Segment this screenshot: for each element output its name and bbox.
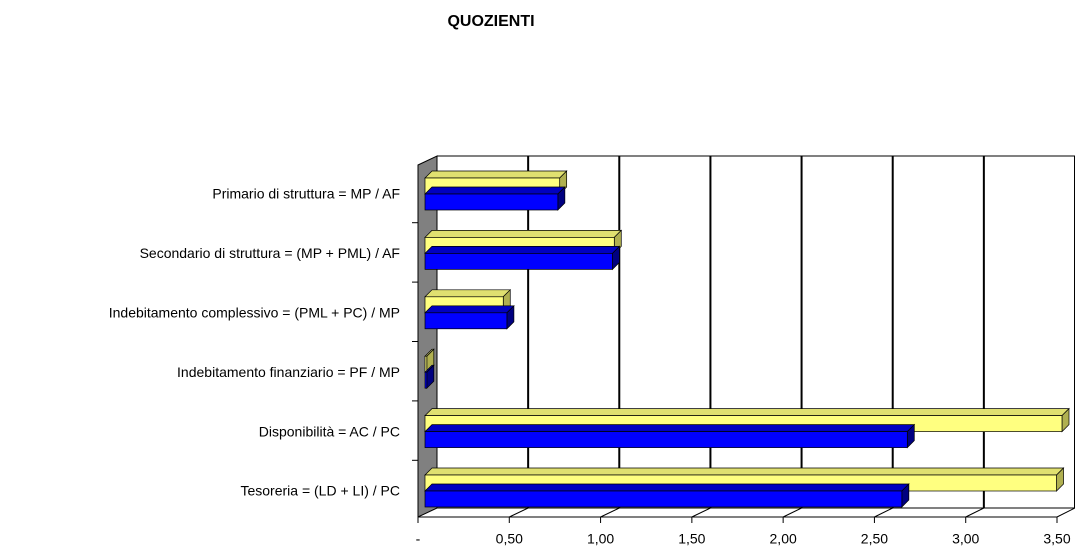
category-label: Indebitamento complessivo = (PML + PC) /… bbox=[109, 305, 400, 321]
grid-floor bbox=[509, 507, 529, 518]
bar-top bbox=[424, 483, 910, 492]
bar-top bbox=[424, 289, 512, 298]
x-tick-label: 3,00 bbox=[952, 531, 979, 547]
bar bbox=[424, 431, 908, 448]
x-tick-label: 0,50 bbox=[496, 531, 523, 547]
category-label: Tesoreria = (LD + LI) / PC bbox=[240, 483, 400, 499]
grid-floor bbox=[1056, 507, 1075, 518]
bar-top bbox=[424, 170, 568, 179]
bar bbox=[424, 490, 903, 508]
grid-floor bbox=[965, 507, 985, 518]
bar-top bbox=[424, 424, 916, 432]
chart-title: QUOZIENTI bbox=[447, 13, 534, 30]
bar bbox=[424, 193, 559, 211]
grid-floor bbox=[874, 507, 893, 518]
x-tick-label: 3,50 bbox=[1043, 531, 1070, 547]
bar bbox=[424, 371, 428, 389]
bar bbox=[424, 253, 613, 270]
bar-top bbox=[424, 305, 515, 314]
bar-top bbox=[424, 408, 1070, 416]
x-tick-label: 1,50 bbox=[678, 531, 705, 547]
bar bbox=[424, 312, 508, 330]
category-label: Disponibilità = AC / PC bbox=[259, 423, 400, 439]
category-label: Indebitamento finanziario = PF / MP bbox=[177, 364, 400, 380]
grid-floor bbox=[691, 507, 711, 518]
x-tick-label: 1,00 bbox=[587, 531, 614, 547]
bar-top bbox=[424, 186, 566, 195]
bar-top bbox=[424, 467, 1065, 476]
category-label: Primario di struttura = MP / AF bbox=[212, 186, 400, 202]
bar-top bbox=[424, 230, 623, 238]
category-label: Secondario di struttura = (MP + PML) / A… bbox=[140, 245, 400, 261]
x-tick-label: 2,50 bbox=[861, 531, 888, 547]
grid-floor bbox=[600, 507, 620, 518]
bar-top bbox=[424, 246, 621, 254]
x-tick-label: 2,00 bbox=[770, 531, 797, 547]
x-tick-label: - bbox=[416, 531, 421, 547]
bar bbox=[424, 355, 428, 373]
grid-floor bbox=[782, 507, 802, 518]
